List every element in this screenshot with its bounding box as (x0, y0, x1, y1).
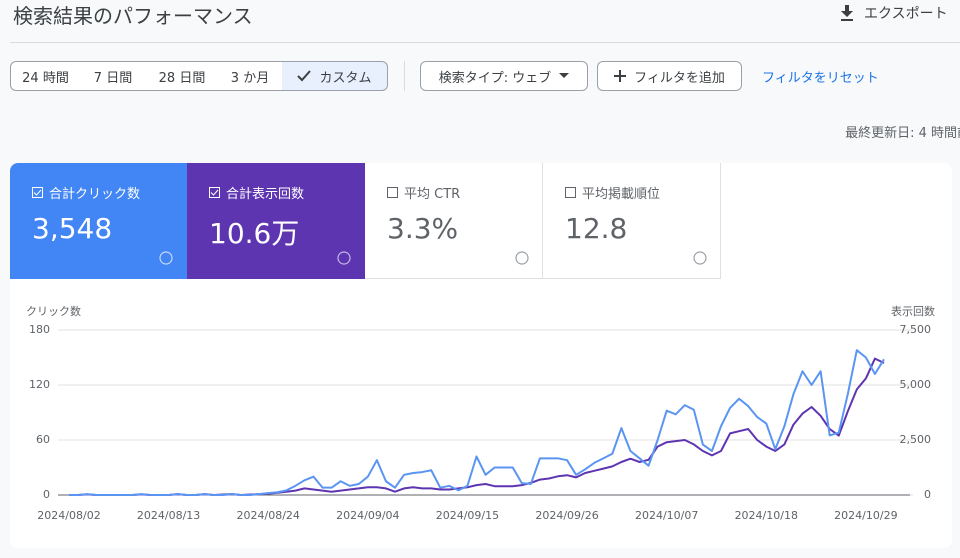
y2-tick-label: 5,000 (900, 378, 932, 391)
dropdown-icon (559, 73, 570, 78)
y-tick-label: 120 (29, 378, 50, 391)
y-tick-label: 0 (43, 488, 50, 501)
range-24h[interactable]: 24 時間 (10, 61, 81, 91)
metric-card[interactable]: 平均掲載順位 12.8 (543, 163, 721, 279)
x-tick-label: 2024/09/26 (535, 509, 598, 522)
x-tick-label: 2024/10/07 (635, 509, 698, 522)
reset-filter-link[interactable]: フィルタをリセット (762, 71, 879, 86)
checkbox (387, 187, 398, 198)
range-7d[interactable]: 7 日間 (80, 61, 147, 91)
checkbox (565, 187, 576, 198)
range-label: 3 か月 (230, 70, 270, 86)
x-tick-label: 2024/08/24 (237, 509, 300, 522)
x-tick-label: 2024/10/29 (834, 509, 897, 522)
metric-label: 合計クリック数 (49, 187, 141, 202)
range-28d[interactable]: 28 日間 (146, 61, 219, 91)
range-custom[interactable]: カスタム (282, 61, 388, 91)
metric-value: 12.8 (565, 212, 628, 245)
metric-value: 10.6万 (209, 217, 300, 250)
separator (404, 61, 405, 91)
y2-tick-label: 2,500 (900, 433, 932, 446)
search-type-label: 検索タイプ: ウェブ (438, 70, 552, 86)
x-tick-label: 2024/10/18 (735, 509, 798, 522)
y2-axis-title: 表示回数 (891, 304, 935, 318)
download-icon (841, 5, 853, 21)
metric-value: 3.3% (387, 212, 459, 245)
metric-card[interactable]: 合計クリック数 3,548 (10, 163, 187, 279)
metric-label: 平均掲載順位 (582, 187, 661, 202)
x-tick-label: 2024/09/04 (336, 509, 399, 522)
add-filter-label: フィルタを追加 (634, 70, 725, 86)
series-line (69, 357, 885, 496)
x-tick-label: 2024/08/02 (37, 509, 100, 522)
y2-tick-label: 7,500 (900, 323, 932, 336)
add-filter-button[interactable]: フィルタを追加 (597, 61, 742, 91)
export-button[interactable]: エクスポート (840, 3, 948, 23)
metric-label: 平均 CTR (404, 187, 461, 202)
range-label: 7 日間 (93, 70, 133, 86)
plus-icon (614, 70, 627, 82)
last-updated: 最終更新日: 4 時間前 (845, 126, 960, 141)
y-tick-label: 60 (36, 433, 50, 446)
page-title: 検索結果のパフォーマンス (13, 4, 253, 28)
checkbox (32, 187, 43, 198)
range-label: 28 日間 (158, 70, 206, 86)
x-tick-label: 2024/08/13 (137, 509, 200, 522)
series-line (69, 349, 885, 496)
y-tick-label: 180 (29, 323, 50, 336)
search-type-button[interactable]: 検索タイプ: ウェブ (420, 61, 588, 91)
divider (10, 42, 960, 43)
metric-card[interactable]: 平均 CTR 3.3% (365, 163, 543, 279)
check-icon (297, 70, 312, 82)
y-axis-title: クリック数 (26, 305, 81, 318)
export-label: エクスポート (864, 6, 948, 22)
metric-card[interactable]: 合計表示回数 10.6万 (187, 163, 365, 279)
checkbox (209, 187, 220, 198)
x-tick-label: 2024/09/15 (436, 509, 499, 522)
range-label: 24 時間 (22, 70, 69, 86)
metric-value: 3,548 (32, 212, 113, 245)
range-label: カスタム (319, 70, 372, 86)
y2-tick-label: 0 (924, 488, 931, 501)
metric-label: 合計表示回数 (226, 187, 305, 202)
